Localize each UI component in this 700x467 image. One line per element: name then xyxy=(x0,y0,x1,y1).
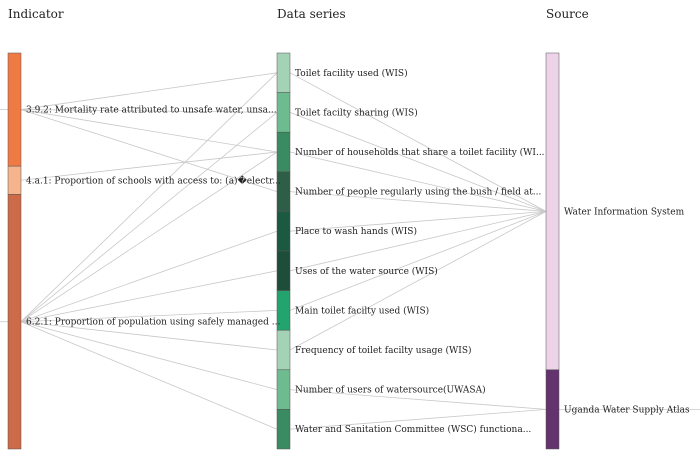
link-s3-wis xyxy=(289,151,547,212)
column-header-indicator: Indicator xyxy=(8,7,64,21)
series-node-s10[interactable] xyxy=(276,409,291,450)
series-label-s5: Place to wash hands (WIS) xyxy=(295,226,417,237)
sources-node-wis[interactable] xyxy=(545,52,560,371)
column-header-series: Data series xyxy=(277,7,346,21)
series-label-s7: Main toilet facilty used (WIS) xyxy=(295,305,429,316)
column-header-source: Source xyxy=(546,7,589,21)
link-i4a1-s3 xyxy=(20,151,278,181)
series-label-s1: Toilet facility used (WIS) xyxy=(295,68,408,79)
link-s4-wis xyxy=(289,191,547,212)
series-label-s3: Number of households that share a toilet… xyxy=(295,147,545,158)
link-s7-wis xyxy=(289,211,547,311)
link-s6-wis xyxy=(289,211,547,272)
link-i392-s4 xyxy=(20,109,278,192)
link-i621-s5 xyxy=(20,230,278,323)
series-node-s3[interactable] xyxy=(276,131,291,173)
sources-label-uwsa: Uganda Water Supply Atlas xyxy=(564,405,690,415)
indicators-label-i621: 6.2.1: Proportion of population using sa… xyxy=(26,318,280,328)
links-layer xyxy=(0,72,700,430)
link-s1-wis xyxy=(289,72,547,212)
link-i392-s1 xyxy=(20,72,278,110)
link-s8-wis xyxy=(289,211,547,351)
series-label-s4: Number of people regularly using the bus… xyxy=(295,188,542,198)
series-label-s8: Frequency of toilet facilty usage (WIS) xyxy=(295,345,472,356)
link-s5-wis xyxy=(289,211,547,232)
series-label-s9: Number of users of watersource(UWASA) xyxy=(295,385,486,396)
link-i621-s10 xyxy=(20,321,278,430)
link-i621-s2 xyxy=(20,112,278,323)
series-node-s5[interactable] xyxy=(276,211,291,252)
link-i392-s2 xyxy=(20,109,278,113)
labels-layer: 3.9.2: Mortality rate attributed to unsa… xyxy=(26,68,690,435)
link-s9-uwsa xyxy=(289,389,547,410)
series-node-s1[interactable] xyxy=(276,52,291,93)
indicators-label-i392: 3.9.2: Mortality rate attributed to unsa… xyxy=(26,106,277,116)
link-i621-s3 xyxy=(20,151,278,323)
series-label-s6: Uses of the water source (WIS) xyxy=(295,266,438,277)
indicators-node-i621[interactable] xyxy=(7,194,22,450)
link-i621-s1 xyxy=(20,72,278,323)
link-s2-wis xyxy=(289,112,547,212)
series-node-s2[interactable] xyxy=(276,92,291,133)
indicators-node-i392[interactable] xyxy=(7,52,22,167)
series-label-s2: Toilet facilty sharing (WIS) xyxy=(295,107,418,118)
indicators-label-i4a1: 4.a.1: Proportion of schools with access… xyxy=(26,174,281,186)
link-i621-s9 xyxy=(20,321,278,390)
series-node-s9[interactable] xyxy=(276,369,291,410)
series-node-s6[interactable] xyxy=(276,250,291,291)
nodes-layer xyxy=(7,52,560,450)
link-s10-uwsa xyxy=(289,409,547,430)
link-i621-s8 xyxy=(20,321,278,351)
link-i621-s7 xyxy=(20,310,278,323)
series-label-s10: Water and Sanitation Committee (WSC) fun… xyxy=(295,424,531,435)
series-node-s8[interactable] xyxy=(276,329,291,371)
link-i621-s6 xyxy=(20,270,278,323)
sources-label-wis: Water Information System xyxy=(564,207,685,217)
indicators-node-i4a1[interactable] xyxy=(7,165,22,195)
sources-node-uwsa[interactable] xyxy=(545,369,560,450)
link-i392-s3 xyxy=(20,109,278,153)
